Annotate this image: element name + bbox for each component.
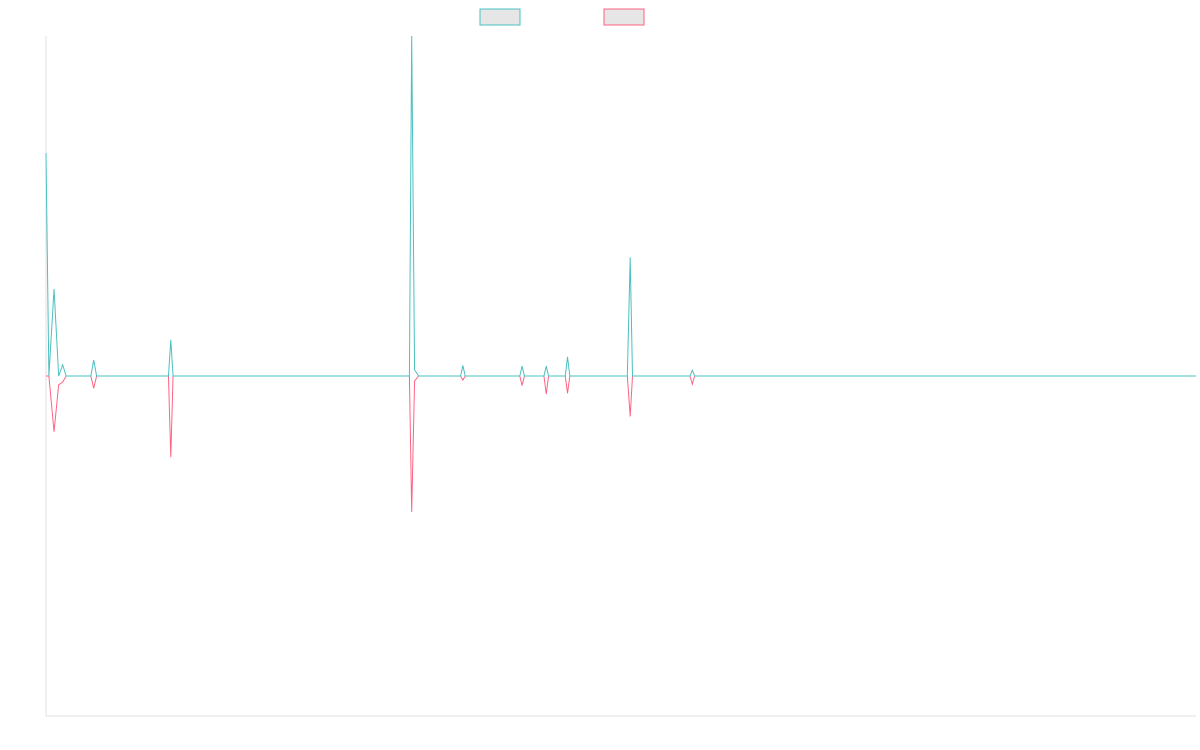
- series-line-2: [46, 375, 1196, 513]
- series-line-1: [45, 35, 1196, 377]
- legend: [479, 8, 645, 26]
- legend-swatch-1[interactable]: [479, 8, 521, 26]
- legend-swatch-2[interactable]: [603, 8, 645, 26]
- plot-area: [45, 35, 1196, 513]
